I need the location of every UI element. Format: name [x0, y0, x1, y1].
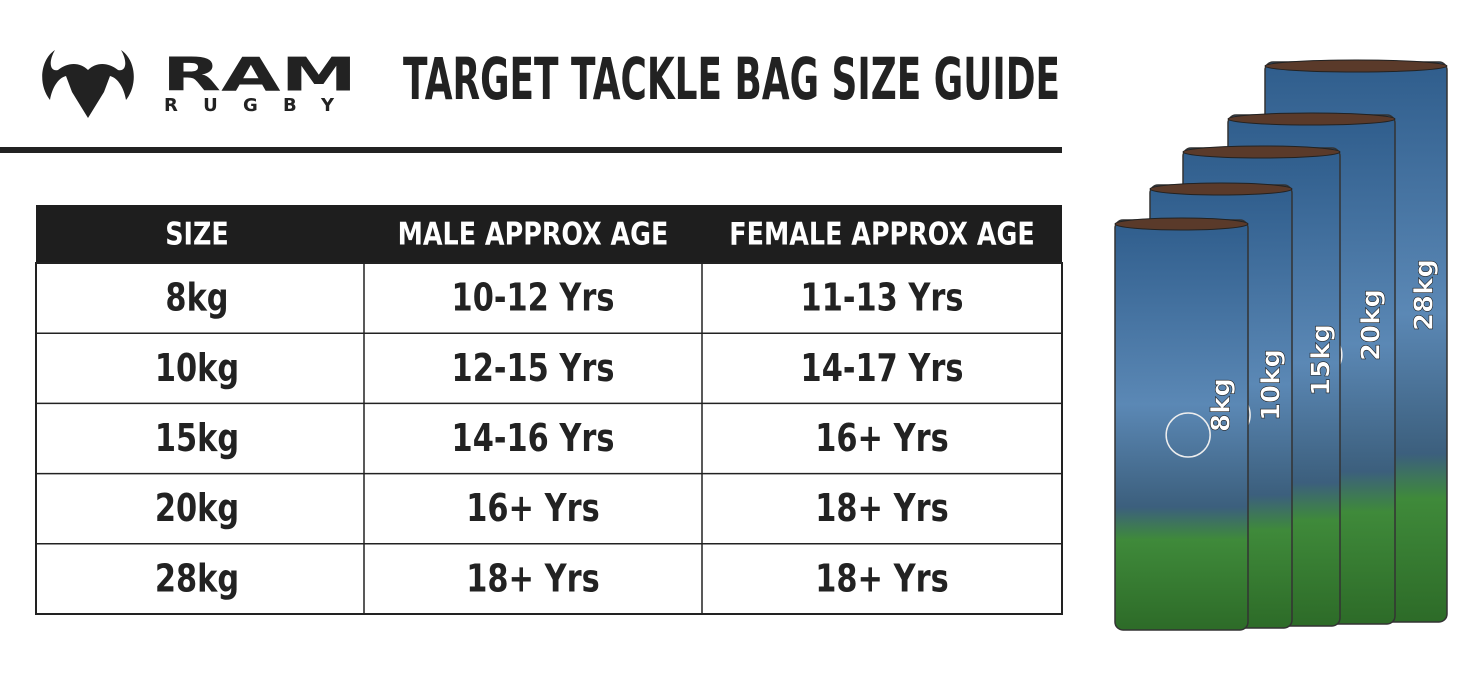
cell: 14-16 Yrs [452, 417, 615, 461]
rule [0, 147, 1062, 153]
cell: 20kg [155, 487, 239, 531]
logo-name: RAM [162, 48, 357, 102]
bag-top [1264, 59, 1448, 73]
product-image: 28kg 20kg 15kg 10kg 8kg [1114, 59, 1448, 631]
column-header: FEMALE APPROX AGE [729, 216, 1034, 252]
column-header: MALE APPROX AGE [398, 216, 669, 252]
cell: 18+ Yrs [815, 557, 948, 601]
cell: 12-15 Yrs [452, 347, 615, 391]
bag-top [1149, 182, 1293, 196]
cell: 11-13 Yrs [801, 276, 964, 320]
column-header: SIZE [165, 216, 229, 252]
cell: 16+ Yrs [466, 487, 599, 531]
ram-icon [42, 50, 134, 118]
target [1165, 412, 1211, 458]
bag-label: 8kg [1207, 378, 1237, 432]
table-header-bg [36, 205, 1062, 263]
cell: 8kg [165, 276, 228, 320]
bag-label: 20kg [1357, 289, 1387, 361]
bag-top [1227, 112, 1396, 126]
cell: 18+ Yrs [466, 557, 599, 601]
cell: 10-12 Yrs [452, 276, 615, 320]
bag-top [1114, 217, 1249, 231]
bag-label: 15kg [1307, 324, 1337, 396]
cell: 15kg [155, 417, 239, 461]
cell: 28kg [155, 557, 239, 601]
table-border [35, 262, 1063, 615]
bag-label: 10kg [1257, 349, 1287, 421]
logo: RAM RUGBY [42, 48, 357, 118]
cell: 16+ Yrs [815, 417, 948, 461]
bag-top [1182, 145, 1341, 159]
title: TARGET TACKLE BAG SIZE GUIDE [403, 45, 1060, 113]
cell: 18+ Yrs [815, 487, 948, 531]
cell: 10kg [155, 347, 239, 391]
logo-subname: RUGBY [164, 95, 356, 116]
cell: 14-17 Yrs [801, 347, 964, 391]
bag-label: 28kg [1410, 259, 1440, 331]
table: SIZE MALE APPROX AGE FEMALE APPROX AGE 8kg 1… [35, 205, 1063, 615]
